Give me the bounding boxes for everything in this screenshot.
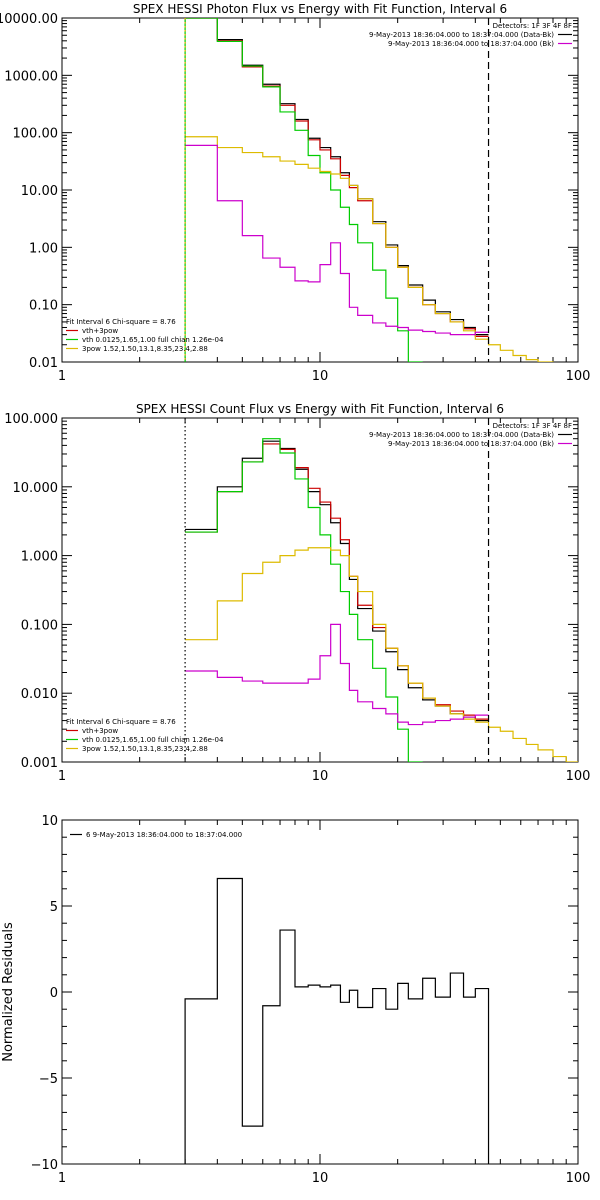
y-tick-label: 1000.00	[4, 69, 58, 84]
legend-entry-label: 9-May-2013 18:36:04.000 to 18:37:04.000 …	[388, 40, 554, 48]
series-group	[185, 438, 578, 762]
plot-frame	[61, 417, 579, 763]
series-line-5	[185, 144, 489, 336]
legend-entry-label: vth+3pow	[82, 327, 118, 335]
x-tick-label: 10	[312, 369, 329, 384]
chart-panel-3: 1 10 100 −10 −5 0 5 10 Normalized Residuals 6 9-M…	[1, 814, 590, 1186]
legend-header: Detectors: 1F 3F 4F 8F	[493, 422, 572, 430]
legend-entry-label: 3pow 1.52,1.50,13.1,8.35,23.4,2.88	[82, 745, 208, 753]
chart-title: SPEX HESSI Photon Flux vs Energy with Fi…	[133, 2, 507, 16]
series-line-2	[185, 18, 489, 337]
series-line-5	[185, 623, 489, 726]
x-tick-label: 10	[312, 769, 329, 784]
legend-entry-label: 3pow 1.52,1.50,13.1,8.35,23.4,2.88	[82, 345, 208, 353]
legend-header: Detectors: 1F 3F 4F 8F	[493, 22, 572, 30]
y-tick-label: 0	[50, 986, 58, 1001]
x-tick-label: 1	[58, 369, 66, 384]
series-line-1	[184, 877, 490, 1164]
legend-entry-label: 9-May-2013 18:36:04.000 to 18:37:04.000 …	[369, 431, 554, 439]
plot-frame	[61, 17, 579, 363]
x-tick-label: 100	[566, 1171, 591, 1186]
series-line-3	[185, 18, 423, 362]
plot-frame	[61, 819, 579, 1165]
y-tick-label: −10	[31, 1158, 58, 1173]
legend-entry-label: 9-May-2013 18:36:04.000 to 18:37:04.000 …	[388, 440, 554, 448]
series-line-4	[185, 136, 554, 362]
y-tick-label: 10.00	[21, 184, 58, 199]
y-tick-label: 100.00	[13, 127, 59, 142]
legend-entry-label: vth 0.0125,1.65,1.00 full chian 1.26e-04	[82, 336, 224, 344]
y-tick-label: 0.100	[21, 618, 58, 633]
y-tick-label: −5	[39, 1072, 58, 1087]
y-tick-label: 10000.00	[0, 12, 58, 27]
series-group	[185, 18, 554, 362]
y-tick-label: 10.000	[13, 481, 59, 496]
x-tick-label: 10	[312, 1171, 329, 1186]
legend-entry-label: vth+3pow	[82, 727, 118, 735]
legend-header: Fit Interval 6 Chi-square = 8.76	[66, 718, 176, 726]
y-axis-label: Normalized Residuals	[1, 922, 16, 1062]
x-tick-label: 100	[566, 369, 591, 384]
legend-entry-label: 6 9-May-2013 18:36:04.000 to 18:37:04.00…	[86, 831, 242, 839]
y-tick-label: 0.01	[29, 356, 58, 371]
y-tick-label: 100.000	[4, 412, 58, 427]
chart-panel-1: SPEX HESSI Photon Flux vs Energy with Fi…	[0, 2, 590, 384]
x-tick-label: 100	[566, 769, 591, 784]
legend-entry-label: 9-May-2013 18:36:04.000 to 18:37:04.000 …	[369, 31, 554, 39]
legend-header: Fit Interval 6 Chi-square = 8.76	[66, 318, 176, 326]
legend-entry-label: vth 0.0125,1.65,1.00 full chian 1.26e-04	[82, 736, 224, 744]
chart-panel-2: SPEX HESSI Count Flux vs Energy with Fit…	[4, 402, 590, 784]
chart-title: SPEX HESSI Count Flux vs Energy with Fit…	[136, 402, 504, 416]
y-tick-label: 0.10	[29, 299, 58, 314]
y-tick-label: 1.000	[21, 550, 58, 565]
x-tick-label: 1	[58, 1171, 66, 1186]
series-group	[184, 877, 490, 1164]
y-tick-label: 5	[50, 900, 58, 915]
y-tick-label: 0.001	[21, 756, 58, 771]
y-tick-label: 0.010	[21, 687, 58, 702]
x-tick-label: 1	[58, 769, 66, 784]
series-line-1	[185, 440, 489, 722]
y-tick-label: 10	[41, 814, 58, 829]
series-line-1	[185, 18, 489, 336]
series-line-4	[185, 547, 578, 762]
y-tick-label: 1.00	[29, 241, 58, 256]
